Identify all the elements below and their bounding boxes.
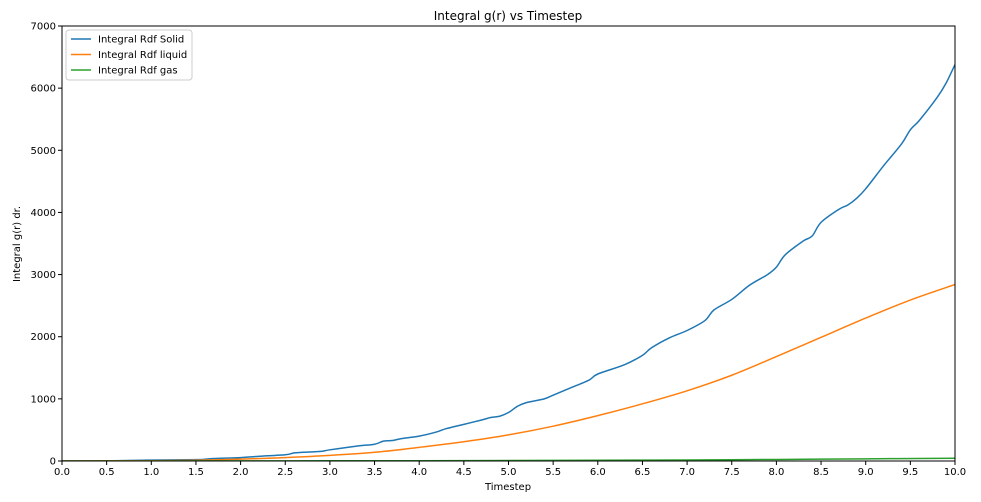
x-tick-label: 10.0 xyxy=(944,467,966,478)
x-tick-label: 1.5 xyxy=(188,467,204,478)
y-tick-label: 2000 xyxy=(31,332,56,343)
x-tick-label: 4.5 xyxy=(456,467,472,478)
y-tick-label: 4000 xyxy=(31,208,56,219)
legend-label-1: Integral Rdf Solid xyxy=(98,35,184,46)
y-axis-label: Integral g(r) dr. xyxy=(12,206,23,282)
x-tick-label: 2.5 xyxy=(277,467,293,478)
x-tick-label: 9.0 xyxy=(858,467,874,478)
series-line-2 xyxy=(62,283,955,461)
legend-label-2: Integral Rdf liquid xyxy=(98,50,187,61)
x-tick-label: 3.0 xyxy=(322,467,338,478)
y-tick-label: 1000 xyxy=(31,394,56,405)
y-tick-label: 5000 xyxy=(31,146,56,157)
series-line-1 xyxy=(62,64,955,461)
x-tick-label: 4.0 xyxy=(411,467,427,478)
plot-area: 0.0 0.5 1.0 1.5 2.0 2.5 3.0 3.5 4.0 4.5 5.0 5.5 6.0 6… xyxy=(31,22,967,479)
x-tick-label: 2.0 xyxy=(233,467,249,478)
x-tick-label: 6.5 xyxy=(634,467,650,478)
x-tick-label: 7.5 xyxy=(724,467,740,478)
y-tick-label: 0 xyxy=(50,457,56,468)
y-tick-label: 3000 xyxy=(31,270,56,281)
x-tick-label: 5.0 xyxy=(501,467,517,478)
legend-box xyxy=(65,29,193,81)
x-axis-label: Timestep xyxy=(484,482,531,493)
y-tick-label: 6000 xyxy=(31,84,56,95)
x-tick-label: 8.0 xyxy=(768,467,784,478)
x-tick-label: 7.0 xyxy=(679,467,695,478)
legend-label-3: Integral Rdf gas xyxy=(98,66,178,77)
x-tick-label: 3.5 xyxy=(367,467,383,478)
x-tick-label: 0.5 xyxy=(99,467,115,478)
x-tick-label: 8.5 xyxy=(813,467,829,478)
x-tick-label: 0.0 xyxy=(54,467,70,478)
x-tick-label: 6.0 xyxy=(590,467,606,478)
x-tick-label: 9.5 xyxy=(902,467,918,478)
chart-title: Integral g(r) vs Timestep xyxy=(434,9,583,23)
x-tick-label: 5.5 xyxy=(545,467,561,478)
legend: Integral Rdf Solid Integral Rdf liquid Int… xyxy=(65,29,193,81)
y-tick-label: 7000 xyxy=(31,22,56,33)
x-tick-label: 1.0 xyxy=(143,467,159,478)
